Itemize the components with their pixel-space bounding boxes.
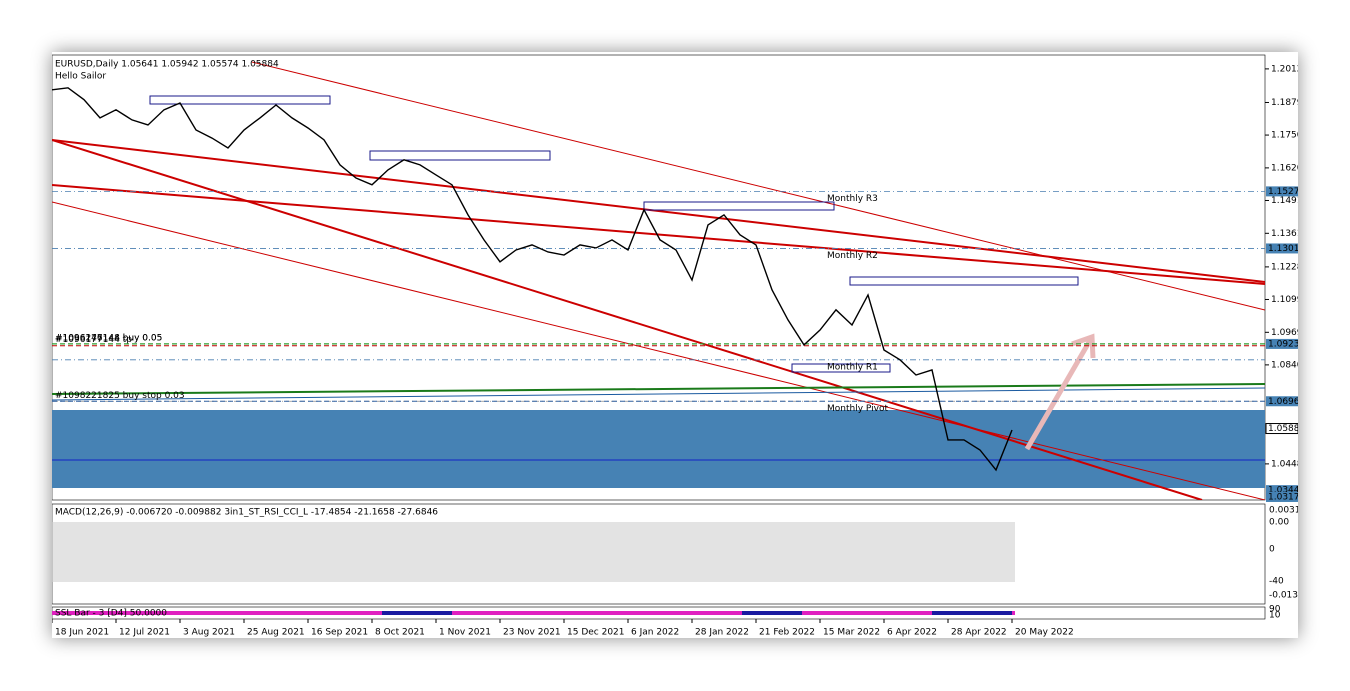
level-label: Monthly Pivot: [827, 404, 888, 414]
price-tag-label: 1.1301: [1268, 244, 1298, 254]
x-tick-label: 20 May 2022: [1015, 628, 1074, 638]
ssl-title: SSL Bar - 3 [D4] 50.0000: [55, 609, 167, 619]
x-tick-label: 8 Oct 2021: [375, 628, 425, 638]
level-label: Monthly R2: [827, 251, 878, 261]
x-tick-label: 28 Jan 2022: [695, 628, 749, 638]
ssl-bar: [382, 611, 452, 615]
trend-line: [52, 201, 1265, 500]
y-tick-label: 1.1750: [1271, 131, 1298, 141]
box: [849, 276, 1079, 286]
order-label: #1096246148 buy 0.05: [55, 333, 162, 343]
y-tick-label: 1.1620: [1271, 163, 1298, 173]
trend-line: [52, 139, 1203, 500]
price-tag: [1266, 491, 1298, 502]
indicator-axis-label: 0: [1269, 545, 1275, 555]
x-tick-label: 12 Jul 2021: [119, 628, 170, 638]
box: [149, 95, 331, 105]
x-tick-label: 6 Apr 2022: [887, 628, 937, 638]
ssl-axis-label: 10: [1269, 611, 1281, 621]
price-tag-label: 1.0696: [1268, 397, 1298, 407]
indicator-axis-label: -0.0131: [1269, 591, 1298, 601]
price-tag: [1265, 423, 1298, 435]
box: [643, 201, 835, 211]
price-tag-label: 1.0317: [1268, 492, 1298, 502]
level-label: Monthly R3: [827, 194, 878, 204]
price-tag-label: 1.0588: [1268, 424, 1298, 434]
zone: [52, 410, 1265, 488]
arrow-head: [1071, 333, 1096, 359]
x-tick-label: 6 Jan 2022: [631, 628, 679, 638]
order-label: #1098221825 buy stop 0.03: [55, 391, 185, 401]
x-tick-label: 18 Jun 2021: [55, 628, 109, 638]
price-tag: [1266, 338, 1298, 349]
order-label: #1096177144 buy 0.05: [55, 333, 162, 343]
y-tick-label: 1.2012: [1271, 64, 1298, 74]
ssl-axis-label: 90: [1269, 605, 1281, 615]
order-label: #1096177144 tp: [55, 335, 132, 345]
trend-line: [52, 184, 1265, 285]
y-tick-label: 1.0840: [1271, 360, 1298, 370]
price-tag-label: 1.0344: [1268, 486, 1298, 496]
x-tick-label: 23 Nov 2021: [503, 628, 561, 638]
x-tick-label: 3 Aug 2021: [183, 628, 235, 638]
indicator-title: MACD(12,26,9) -0.006720 -0.009882 3in1_S…: [55, 508, 438, 518]
indicator-axis-label: -40: [1269, 577, 1284, 587]
x-tick-label: 1 Nov 2021: [439, 628, 491, 638]
price-tag: [1266, 186, 1298, 197]
trend-line: [52, 139, 1265, 283]
indicator-histogram: [52, 522, 1015, 582]
ssl-bar: [52, 611, 1015, 615]
price-tag-label: 1.1527: [1268, 187, 1298, 197]
level-label: Monthly R1: [827, 362, 878, 372]
drawings: [52, 61, 1265, 500]
x-tick-label: 15 Dec 2021: [567, 628, 625, 638]
x-tick-label: 28 Apr 2022: [951, 628, 1007, 638]
x-tick-label: 25 Aug 2021: [247, 628, 305, 638]
trend-line: [251, 61, 1265, 311]
box: [369, 150, 551, 161]
y-tick-label: 1.1228: [1271, 262, 1298, 272]
price-tag-label: 1.0923: [1268, 339, 1298, 349]
y-tick-label: 1.0969: [1271, 328, 1298, 338]
ssl-bar: [742, 611, 802, 615]
chart-frame: EURUSD,Daily 1.05641 1.05942 1.05574 1.0…: [52, 52, 1298, 638]
price-tag: [1266, 396, 1298, 407]
box: [791, 363, 891, 373]
indicator-axis-label: 0.00: [1269, 518, 1289, 528]
ssl-bar: [932, 611, 1012, 615]
chart-title: EURUSD,Daily 1.05641 1.05942 1.05574 1.0…: [55, 60, 279, 70]
x-tick-label: 15 Mar 2022: [823, 628, 880, 638]
price-tag: [1266, 243, 1298, 254]
price-line: [52, 87, 1013, 472]
y-tick-label: 1.1879: [1271, 98, 1298, 108]
chart: EURUSD,Daily 1.05641 1.05942 1.05574 1.0…: [52, 54, 1298, 638]
x-tick-label: 21 Feb 2022: [759, 628, 815, 638]
y-tick-label: 1.0448: [1271, 459, 1298, 469]
chart-subtitle: Hello Sailor: [55, 72, 106, 82]
x-tick-label: 16 Sep 2021: [311, 628, 368, 638]
arrow: [1024, 335, 1095, 451]
y-tick-label: 1.1099: [1271, 295, 1298, 305]
price-tag: [1266, 485, 1298, 496]
